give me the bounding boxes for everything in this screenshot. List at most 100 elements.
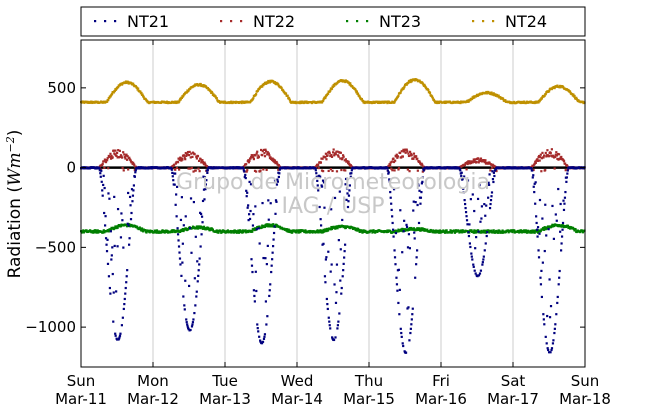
data-point [185, 318, 188, 321]
data-point [400, 229, 403, 232]
data-point [267, 225, 270, 228]
data-point [348, 189, 351, 192]
data-point [470, 255, 473, 258]
data-point [410, 152, 413, 155]
data-point [145, 99, 149, 102]
data-point [412, 200, 415, 203]
data-point [331, 336, 334, 339]
data-point [178, 100, 181, 103]
data-point [549, 351, 552, 354]
data-point [215, 97, 218, 100]
data-point [354, 89, 357, 92]
data-point [192, 170, 195, 173]
data-point [573, 94, 576, 98]
data-point [199, 227, 202, 230]
data-point [566, 164, 569, 167]
data-point [183, 304, 186, 307]
data-point [338, 312, 341, 315]
data-point [103, 186, 106, 190]
data-point [344, 158, 347, 161]
data-point [194, 304, 197, 307]
data-point [488, 173, 491, 176]
data-point [271, 158, 274, 162]
data-point [533, 162, 536, 165]
legend-item-nt21: NT21 [94, 12, 169, 31]
y-tick-labels: 500 0 −500 −1000 [25, 79, 76, 336]
data-point [408, 150, 412, 153]
data-point [479, 220, 482, 223]
data-point [201, 221, 204, 224]
data-point [191, 155, 194, 159]
data-point [325, 158, 328, 161]
data-point [289, 230, 292, 234]
data-point [200, 161, 203, 164]
data-point [203, 161, 206, 164]
data-point [325, 227, 329, 231]
data-point [262, 337, 266, 340]
data-point [247, 161, 251, 164]
data-point [259, 169, 262, 172]
data-point [114, 149, 117, 152]
data-point [396, 156, 399, 159]
data-point [565, 176, 568, 179]
data-point [337, 239, 340, 242]
data-point [176, 233, 180, 236]
data-point [564, 190, 567, 194]
data-point [124, 80, 128, 83]
data-point [404, 151, 407, 154]
data-point [531, 176, 534, 179]
data-point [492, 93, 495, 96]
data-point [551, 342, 555, 345]
data-point [198, 170, 201, 173]
data-point [507, 231, 510, 234]
data-point [433, 231, 436, 234]
data-point [320, 229, 324, 232]
data-point [562, 208, 566, 212]
data-point [408, 226, 412, 230]
data-point [319, 218, 322, 221]
data-point [343, 159, 346, 162]
data-point [209, 228, 212, 232]
data-point [83, 101, 86, 104]
data-point [415, 256, 418, 259]
data-point [535, 215, 538, 218]
data-point [353, 226, 356, 230]
data-point [462, 187, 465, 190]
data-point [563, 196, 567, 199]
data-point [548, 90, 551, 93]
data-point [102, 231, 105, 234]
data-point [93, 231, 96, 234]
data-point [489, 202, 492, 206]
data-point [459, 229, 463, 232]
data-point [107, 230, 110, 233]
data-point [416, 78, 419, 82]
data-point [112, 149, 115, 152]
data-point [469, 161, 473, 165]
data-point [432, 229, 435, 232]
data-point [107, 229, 110, 232]
data-point [288, 97, 291, 100]
data-point [548, 278, 551, 281]
legend-box [80, 6, 586, 37]
data-point [248, 159, 251, 162]
data-point [493, 174, 496, 178]
data-point [248, 180, 251, 184]
data-point [187, 167, 190, 170]
data-point [545, 154, 548, 157]
data-point [402, 87, 405, 90]
data-point [410, 323, 413, 326]
data-point [172, 179, 175, 182]
data-point [180, 196, 183, 199]
data-point [554, 155, 557, 158]
data-point [268, 289, 271, 292]
data-point [190, 325, 194, 328]
data-point [510, 229, 514, 232]
data-point [191, 227, 194, 230]
data-point [112, 226, 115, 229]
data-point [201, 159, 204, 162]
data-point [122, 169, 125, 172]
data-point [98, 169, 101, 172]
data-point [550, 347, 554, 350]
data-point [111, 156, 114, 159]
data-point [435, 229, 438, 232]
